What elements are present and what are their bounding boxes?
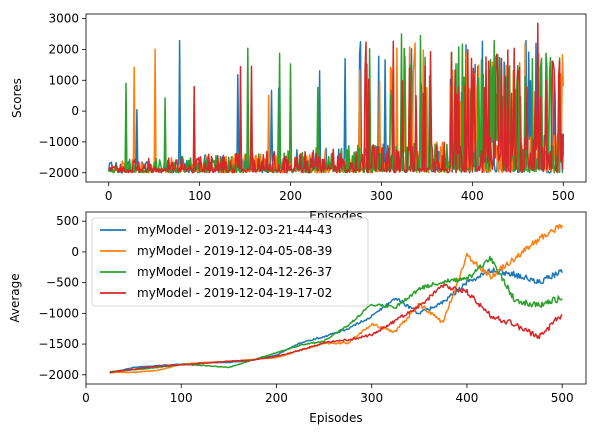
average-x-tick-label: 400 <box>455 391 478 405</box>
scores-y-tick-label: 1000 <box>48 73 79 87</box>
average-x-tick-label: 200 <box>265 391 288 405</box>
average-y-axis-label: Average <box>8 273 22 322</box>
scores-x-ticks: 0 100 200 300 400 500 <box>105 182 575 203</box>
scores-y-tick-label: 0 <box>71 104 79 118</box>
scores-y-axis-label: Scores <box>10 78 24 118</box>
scores-y-tick-label: 2000 <box>48 42 79 56</box>
legend-entry-4: myModel - 2019-12-04-19-17-02 <box>100 286 332 300</box>
scores-x-tick-label: 100 <box>188 189 211 203</box>
scores-y-tick-label: −2000 <box>38 166 79 180</box>
scores-x-tick-label: 300 <box>370 189 393 203</box>
legend-label-4: myModel - 2019-12-04-19-17-02 <box>137 286 332 300</box>
scores-y-ticks: −2000 −1000 0 1000 2000 3000 <box>38 12 86 180</box>
average-plot: 0 100 200 300 400 500 −2000 −1500 −1000 −500 0 500… <box>8 211 587 425</box>
average-y-tick-label: −1500 <box>38 337 79 351</box>
average-x-tick-label: 500 <box>551 391 574 405</box>
legend: myModel - 2019-12-03-21-44-43 myModel - … <box>91 217 369 307</box>
scores-x-tick-label: 400 <box>461 189 484 203</box>
scores-axes-frame <box>85 13 587 183</box>
average-y-tick-label: 500 <box>56 214 79 228</box>
average-series-lines <box>109 223 563 374</box>
average-series-line-4 <box>109 283 563 374</box>
average-y-tick-label: −1000 <box>38 306 79 320</box>
legend-entry-3: myModel - 2019-12-04-12-26-37 <box>100 265 332 279</box>
average-y-ticks: −2000 −1500 −1000 −500 0 500 <box>38 214 86 382</box>
average-axes-frame <box>85 211 587 385</box>
average-x-axis-label: Episodes <box>309 411 362 425</box>
legend-entry-2: myModel - 2019-12-04-05-08-39 <box>100 244 332 258</box>
scores-y-tick-label: 3000 <box>48 12 79 26</box>
average-x-tick-label: 100 <box>170 391 193 405</box>
average-y-tick-label: −500 <box>46 276 79 290</box>
scores-x-tick-label: 200 <box>279 189 302 203</box>
scores-x-tick-label: 0 <box>105 189 113 203</box>
scores-series-line-4 <box>108 22 565 174</box>
legend-label-3: myModel - 2019-12-04-12-26-37 <box>137 265 332 279</box>
scores-series-lines <box>107 22 565 174</box>
legend-entry-1: myModel - 2019-12-03-21-44-43 <box>100 223 332 237</box>
average-x-tick-label: 300 <box>360 391 383 405</box>
average-x-tick-label: 0 <box>82 391 90 405</box>
average-y-tick-label: 0 <box>71 245 79 259</box>
scores-x-tick-label: 500 <box>552 189 575 203</box>
average-y-tick-label: −2000 <box>38 368 79 382</box>
legend-box <box>91 217 369 307</box>
average-x-ticks: 0 100 200 300 400 500 <box>82 384 574 405</box>
scores-y-tick-label: −1000 <box>38 135 79 149</box>
legend-label-1: myModel - 2019-12-03-21-44-43 <box>137 223 332 237</box>
legend-label-2: myModel - 2019-12-04-05-08-39 <box>137 244 332 258</box>
